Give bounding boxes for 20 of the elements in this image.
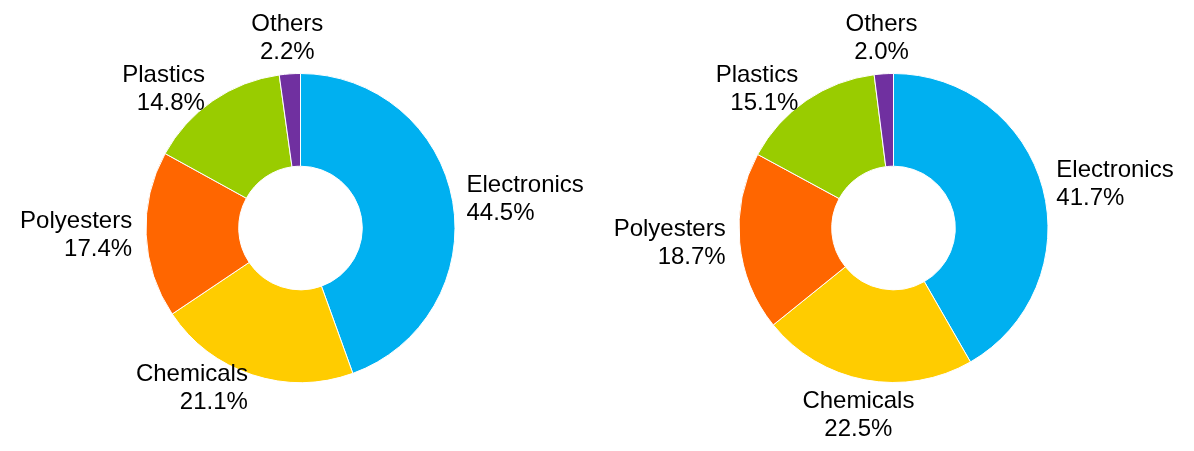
data-label: 44.5% — [466, 197, 535, 225]
slice-label: Electronics — [1056, 155, 1174, 183]
slice-label: Polyesters — [613, 213, 726, 241]
data-label: 2.2% — [259, 36, 315, 64]
data-label: 2.0% — [854, 36, 909, 64]
data-label: 15.1% — [730, 87, 799, 115]
slice-label: Chemicals — [802, 385, 915, 413]
data-label: 41.7% — [1056, 183, 1125, 211]
slice-label: Polyesters — [20, 206, 133, 234]
slice-label: Others — [845, 8, 918, 36]
slice-label: Plastics — [715, 59, 799, 87]
data-label: 18.7% — [657, 241, 726, 269]
slice-label: Electronics — [466, 169, 584, 197]
slice-label: Plastics — [122, 59, 205, 87]
slice-label: Others — [251, 8, 324, 36]
data-label: 14.8% — [136, 87, 205, 115]
slice-label: Chemicals — [135, 358, 248, 386]
data-label: 17.4% — [64, 234, 133, 262]
data-label: 22.5% — [824, 413, 893, 441]
data-label: 21.1% — [179, 386, 248, 414]
